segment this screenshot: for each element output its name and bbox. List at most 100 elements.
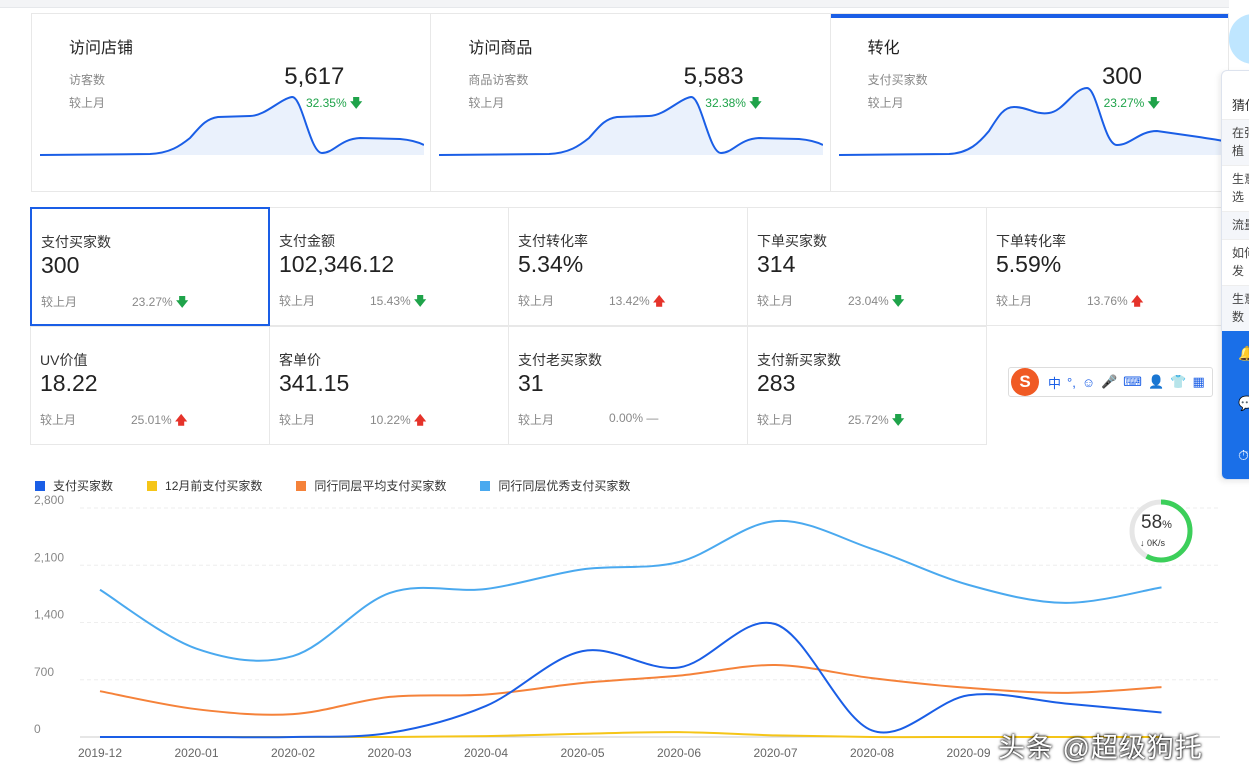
chart-legend: 支付买家数 12月前支付买家数 同行同层平均支付买家数 同行同层优秀支付买家数 — [35, 477, 664, 494]
legend-swatch — [296, 480, 307, 491]
legend-swatch — [35, 480, 45, 491]
arrow-up-icon: 🡅 — [653, 294, 666, 308]
metric-compare-label: 较上月 — [279, 413, 316, 427]
funnel-sub-label: 支付买家数 — [867, 73, 928, 87]
legend-label: 同行同层优秀支付买家数 — [498, 479, 631, 493]
funnel-value: 5,583 — [683, 63, 744, 90]
metric-value: 341.15 — [279, 370, 350, 396]
arrow-down-icon: 🡇 — [1147, 96, 1160, 110]
metric-change: 10.22% 🡅 — [370, 413, 427, 427]
y-tick-label: 1,400 — [34, 608, 64, 622]
y-tick-label: 700 — [34, 665, 54, 679]
watermark-text: 头条 @超级狗托 — [998, 733, 1203, 763]
arrow-down-icon: 🡇 — [892, 294, 905, 308]
x-tick-label: 2020-05 — [560, 746, 604, 760]
funnel-sub-label: 访客数 — [69, 73, 106, 87]
chat-icon[interactable]: 💬 — [1238, 395, 1249, 412]
x-tick-label: 2020-06 — [657, 746, 701, 760]
legend-item-peer-excellent[interactable]: 同行同层优秀支付买家数 — [480, 477, 630, 494]
x-tick-label: 2020-03 — [367, 746, 411, 760]
ime-skin-icon[interactable]: 👕 — [1170, 374, 1187, 389]
funnel-title: 转化 — [867, 40, 900, 57]
funnel-cards: 访问店铺 访客数 较上月 5,617 32.35% 🡇 访问商品 商品访客数 较… — [31, 13, 1229, 192]
funnel-change: 32.35% 🡇 — [305, 96, 363, 110]
metrics-row: UV价值 18.22 较上月 25.01% 🡅 客单价 341.15 较上月 1… — [30, 326, 1229, 446]
funnel-card-conversion[interactable]: 转化 支付买家数 较上月 300 23.27% 🡇 — [830, 14, 1228, 191]
metric-card-uv-value[interactable]: UV价值 18.22 较上月 25.01% 🡅 — [30, 326, 270, 445]
ime-lang-icon[interactable]: 中 — [1048, 375, 1062, 391]
panel-item[interactable]: 如何 发 — [1222, 239, 1249, 285]
legend-swatch — [147, 480, 158, 491]
x-tick-label: 2020-08 — [850, 746, 894, 760]
metric-card-new-buyers[interactable]: 支付新买家数 283 较上月 25.72% 🡇 — [747, 326, 987, 445]
metric-compare-label: 较上月 — [41, 295, 78, 309]
ime-punct-icon[interactable]: °, — [1067, 374, 1076, 390]
metric-compare-label: 较上月 — [757, 413, 794, 427]
panel-item[interactable]: 流量 — [1222, 211, 1249, 239]
arrow-up-icon: 🡅 — [1131, 294, 1144, 308]
metric-change: 0.00% — — [609, 411, 659, 425]
ime-emoji-icon[interactable]: ☺ — [1081, 374, 1096, 390]
ime-grid-icon[interactable]: ▦ — [1192, 374, 1205, 389]
ime-mic-icon[interactable]: 🎤 — [1101, 374, 1118, 389]
arrow-up-icon: 🡅 — [175, 413, 188, 427]
sogou-logo-icon[interactable]: S — [1011, 368, 1039, 396]
panel-item[interactable]: 生意 选 — [1222, 165, 1249, 211]
metric-card-pay-conversion[interactable]: 支付转化率 5.34% 较上月 13.42% 🡅 — [508, 207, 748, 326]
legend-label: 同行同层平均支付买家数 — [314, 479, 447, 493]
y-tick-label: 2,100 — [34, 550, 64, 564]
ime-toolbar: S 中 °, ☺ 🎤 ⌨ 👤 👕 ▦ — [1008, 367, 1213, 397]
panel-item[interactable]: 在张 植 — [1222, 119, 1249, 165]
gauge-ring — [1129, 499, 1193, 563]
metric-card-order-buyers[interactable]: 下单买家数 314 较上月 23.04% 🡇 — [747, 207, 987, 326]
bell-icon[interactable]: 🔔 — [1238, 345, 1249, 362]
x-tick-label: 2020-01 — [174, 746, 218, 760]
arrow-down-icon: 🡇 — [349, 96, 363, 110]
metric-card-order-conversion[interactable]: 下单转化率 5.59% 较上月 13.76% 🡅 — [986, 207, 1226, 326]
metric-change: 13.42% 🡅 — [609, 294, 666, 308]
metric-value: 18.22 — [40, 370, 98, 396]
metric-compare-label: 较上月 — [40, 413, 77, 427]
metric-value: 314 — [757, 251, 796, 277]
funnel-value: 300 — [1101, 63, 1142, 90]
funnel-title: 访问店铺 — [69, 40, 134, 57]
metrics-row: 支付买家数 300 较上月 23.27% 🡇 支付金额 102,346.12 较… — [30, 207, 1229, 327]
metric-label: 客单价 — [279, 352, 321, 368]
metric-label: 下单买家数 — [757, 233, 827, 249]
y-tick-label: 0 — [34, 722, 41, 736]
legend-item-peer-average[interactable]: 同行同层平均支付买家数 — [296, 477, 446, 494]
flat-dash-icon: — — [646, 411, 659, 425]
assistant-cloud-icon[interactable] — [1229, 14, 1249, 64]
panel-title: 猜你 — [1232, 98, 1249, 113]
arrow-up-icon: 🡅 — [414, 413, 427, 427]
metric-change: 25.72% 🡇 — [848, 413, 905, 427]
arrow-down-icon: 🡇 — [892, 413, 905, 427]
ime-keyboard-icon[interactable]: ⌨ — [1123, 374, 1143, 389]
metric-card-paid-amount[interactable]: 支付金额 102,346.12 较上月 15.43% 🡇 — [269, 207, 509, 326]
metric-compare-label: 较上月 — [518, 294, 555, 308]
legend-label: 12月前支付买家数 — [165, 479, 263, 493]
metric-label: 支付转化率 — [518, 233, 588, 249]
legend-item-paid-buyers[interactable]: 支付买家数 — [35, 477, 113, 494]
metric-card-returning-buyers[interactable]: 支付老买家数 31 较上月 0.00% — — [508, 326, 748, 445]
network-speed-gauge[interactable]: 58% ↓ 0K/s — [1128, 498, 1194, 564]
funnel-sparkline — [40, 96, 424, 156]
metric-card-paid-buyers[interactable]: 支付买家数 300 较上月 23.27% 🡇 — [30, 207, 270, 326]
ime-user-icon[interactable]: 👤 — [1148, 374, 1165, 389]
x-tick-label: 2020-02 — [271, 746, 315, 760]
metric-value: 300 — [41, 252, 80, 278]
legend-item-prior-buyers[interactable]: 12月前支付买家数 — [147, 477, 262, 494]
metric-card-avg-order-price[interactable]: 客单价 341.15 较上月 10.22% 🡅 — [269, 326, 509, 445]
metric-compare-label: 较上月 — [996, 294, 1033, 308]
metric-label: 支付新买家数 — [757, 352, 841, 368]
metric-value: 5.59% — [996, 251, 1062, 277]
funnel-card-product-visit[interactable]: 访问商品 商品访客数 较上月 5,583 32.38% 🡇 — [431, 14, 831, 191]
panel-item[interactable]: 生意 数 — [1222, 285, 1249, 331]
panel-action-bar: 🔔 💬 ⏱ — [1222, 331, 1249, 479]
funnel-card-store-visit[interactable]: 访问店铺 访客数 较上月 5,617 32.35% 🡇 — [32, 14, 432, 191]
metric-compare-label: 较上月 — [279, 294, 316, 308]
funnel-sparkline — [439, 96, 824, 156]
timer-icon[interactable]: ⏱ — [1238, 447, 1249, 463]
x-tick-label: 2020-04 — [464, 746, 508, 760]
metric-value: 283 — [757, 370, 796, 396]
